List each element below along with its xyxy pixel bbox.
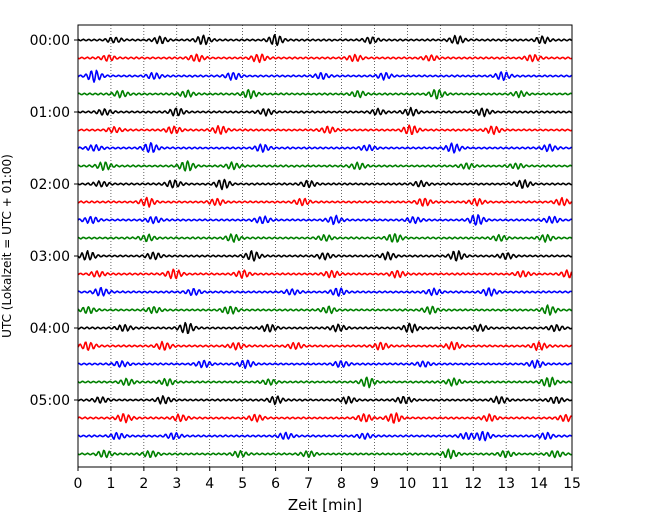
x-tick-label: 1: [106, 476, 115, 492]
seismogram-trace: [77, 412, 572, 424]
seismogram-trace: [77, 124, 573, 136]
seismogram-trace: [77, 286, 572, 297]
x-tick-label: 2: [139, 476, 148, 492]
x-tick-label: 15: [563, 476, 581, 492]
x-axis-label: Zeit [min]: [288, 496, 362, 514]
x-tick-label: 6: [271, 476, 280, 492]
x-tick-label: 0: [74, 476, 83, 492]
plot-frame: [77, 24, 573, 468]
y-tick-label: 03:00: [30, 249, 70, 265]
seismogram-trace: [77, 160, 573, 172]
seismogram-trace: [77, 321, 573, 335]
seismogram-trace: [77, 249, 572, 262]
seismogram-trace: [77, 33, 573, 47]
y-axis-ticks: 00:00 01:00 02:00 03:00 04:00 05:00: [30, 33, 78, 409]
y-tick-label: 04:00: [30, 321, 70, 337]
seismogram-trace: [77, 359, 573, 370]
x-axis-ticks: 0 1 2 3 4 5 6 7 8 9 10 11 12 13 14 15: [74, 467, 581, 492]
x-tick-label: 13: [497, 476, 515, 492]
seismogram-trace: [77, 376, 572, 389]
y-tick-label: 02:00: [30, 177, 70, 193]
y-tick-label: 05:00: [30, 393, 70, 409]
seismogram-trace: [77, 448, 572, 460]
seismogram-traces: [77, 33, 573, 460]
y-tick-label: 00:00: [30, 33, 70, 49]
seismogram-trace: [77, 430, 573, 442]
x-tick-label: 8: [337, 476, 346, 492]
seismogram-trace: [77, 304, 573, 316]
seismogram-trace: [77, 268, 573, 280]
seismogram-trace: [77, 178, 572, 191]
x-tick-label: 3: [172, 476, 181, 492]
x-tick-label: 10: [398, 476, 416, 492]
seismogram-trace: [77, 88, 572, 100]
seismogram-trace: [77, 340, 573, 352]
plot-background: [78, 25, 572, 467]
x-tick-label: 4: [205, 476, 214, 492]
seismogram-trace: [77, 395, 573, 406]
seismogram-trace: [77, 142, 573, 154]
seismogram-trace: [77, 233, 573, 243]
x-tick-label: 7: [304, 476, 313, 492]
x-tick-label: 5: [238, 476, 247, 492]
seismogram-trace: [77, 106, 572, 118]
x-tick-label: 12: [464, 476, 482, 492]
x-tick-label: 11: [431, 476, 449, 492]
x-tick-label: 9: [370, 476, 379, 492]
x-tick-label: 14: [530, 476, 548, 492]
y-tick-label: 01:00: [30, 105, 70, 121]
y-axis-label: UTC (Lokalzeit = UTC + 01:00): [0, 154, 14, 338]
seismogram-trace: [77, 53, 572, 64]
seismogram-trace: [77, 69, 573, 83]
seismogram-trace: [77, 196, 573, 208]
seismogram-trace: [77, 214, 572, 226]
